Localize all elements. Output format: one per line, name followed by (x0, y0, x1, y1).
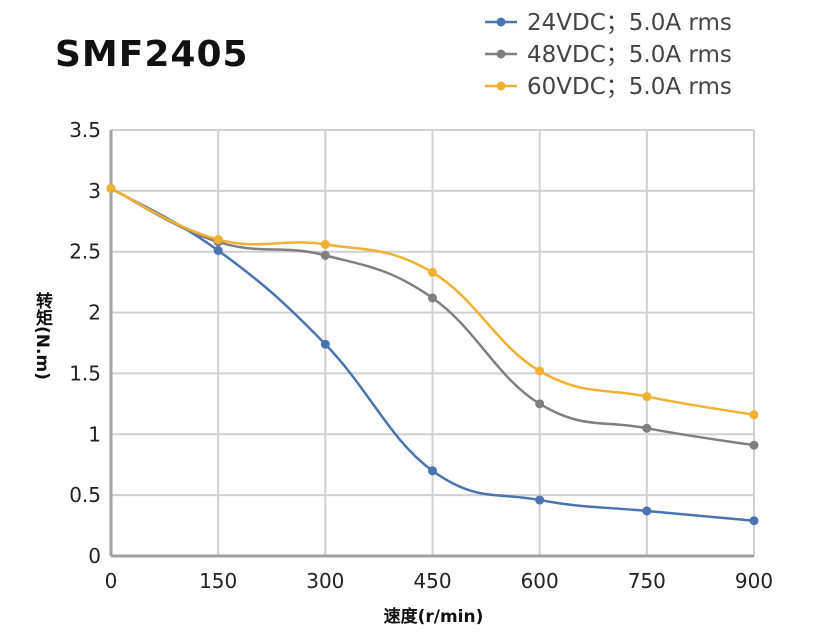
legend-label-2: 60VDC；5.0A rms (527, 74, 732, 100)
x-tick-label: 750 (628, 569, 666, 593)
y-tick-label: 3 (88, 179, 101, 203)
data-point-2 (320, 239, 330, 249)
y-tick-label: 0 (88, 544, 101, 568)
legend-marker-0 (496, 17, 506, 27)
legend-marker-1 (496, 49, 506, 59)
y-axis-label: 转矩(N.m) (32, 292, 52, 380)
data-point-2 (642, 392, 652, 402)
y-tick-label: 3.5 (69, 118, 101, 142)
x-tick-label: 300 (306, 569, 344, 593)
y-tick-label: 1 (88, 422, 101, 446)
y-tick-label: 2.5 (69, 240, 101, 264)
data-point-1 (428, 293, 437, 303)
x-axis-label: 速度(r/min) (383, 607, 484, 627)
data-point-0 (749, 516, 759, 526)
y-tick-label: 1.5 (69, 361, 101, 385)
data-point-2 (106, 183, 116, 193)
x-tick-label: 450 (413, 569, 451, 593)
data-point-2 (749, 410, 759, 420)
data-point-2 (535, 366, 545, 376)
y-tick-label: 2 (88, 301, 101, 325)
chart-title: SMF2405 (55, 34, 249, 75)
y-tick-label: 0.5 (69, 483, 101, 507)
data-point-1 (535, 399, 545, 409)
data-point-0 (535, 495, 545, 505)
data-point-1 (749, 440, 759, 450)
data-point-0 (428, 466, 437, 476)
x-tick-label: 600 (521, 569, 559, 593)
data-point-1 (320, 250, 330, 260)
legend-label-1: 48VDC；5.0A rms (527, 42, 732, 68)
legend-label-0: 24VDC；5.0A rms (527, 10, 732, 36)
data-point-1 (642, 423, 652, 433)
data-point-2 (213, 235, 223, 245)
legend-marker-2 (496, 81, 506, 91)
x-tick-label: 150 (199, 569, 237, 593)
data-point-0 (642, 506, 652, 516)
x-tick-label: 0 (105, 569, 118, 593)
data-point-0 (320, 339, 330, 349)
data-point-0 (213, 245, 223, 255)
x-tick-label: 900 (735, 569, 773, 593)
data-point-2 (428, 267, 437, 277)
